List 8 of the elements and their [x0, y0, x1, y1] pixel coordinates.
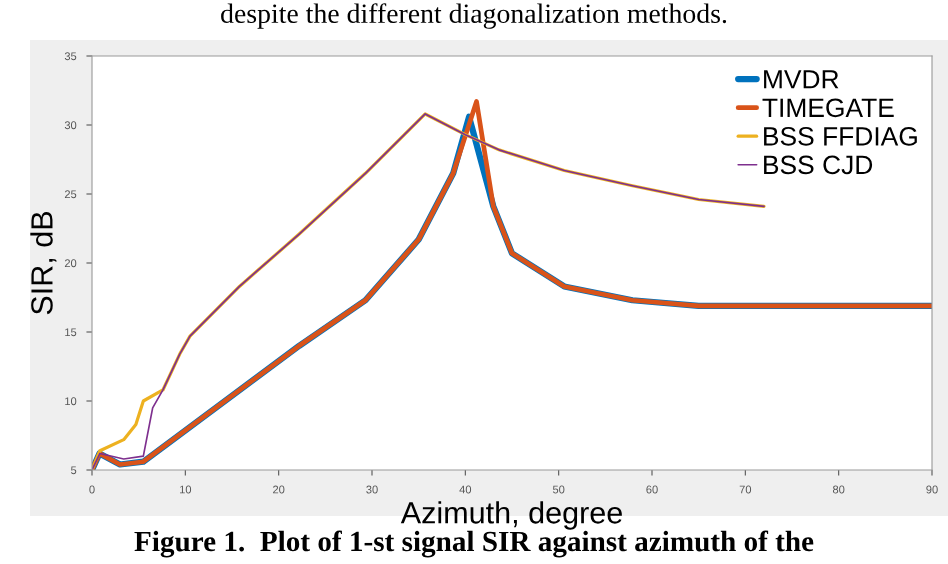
- y-axis-title: SIR, dB: [30, 211, 57, 315]
- x-axis-title: Azimuth, degree: [400, 501, 622, 530]
- caption: Figure 1. Plot of 1-st signal SIR against azimuth of the: [134, 530, 814, 558]
- legend-label: BSS CJD: [764, 155, 873, 175]
- legend-label: TIMEGATE: [762, 98, 894, 118]
- legend-label: BSS FFDIAG: [764, 127, 917, 146]
- legend-label: MVDR: [764, 70, 839, 89]
- text: despite the different diagonalization methods.: [221, 3, 727, 29]
